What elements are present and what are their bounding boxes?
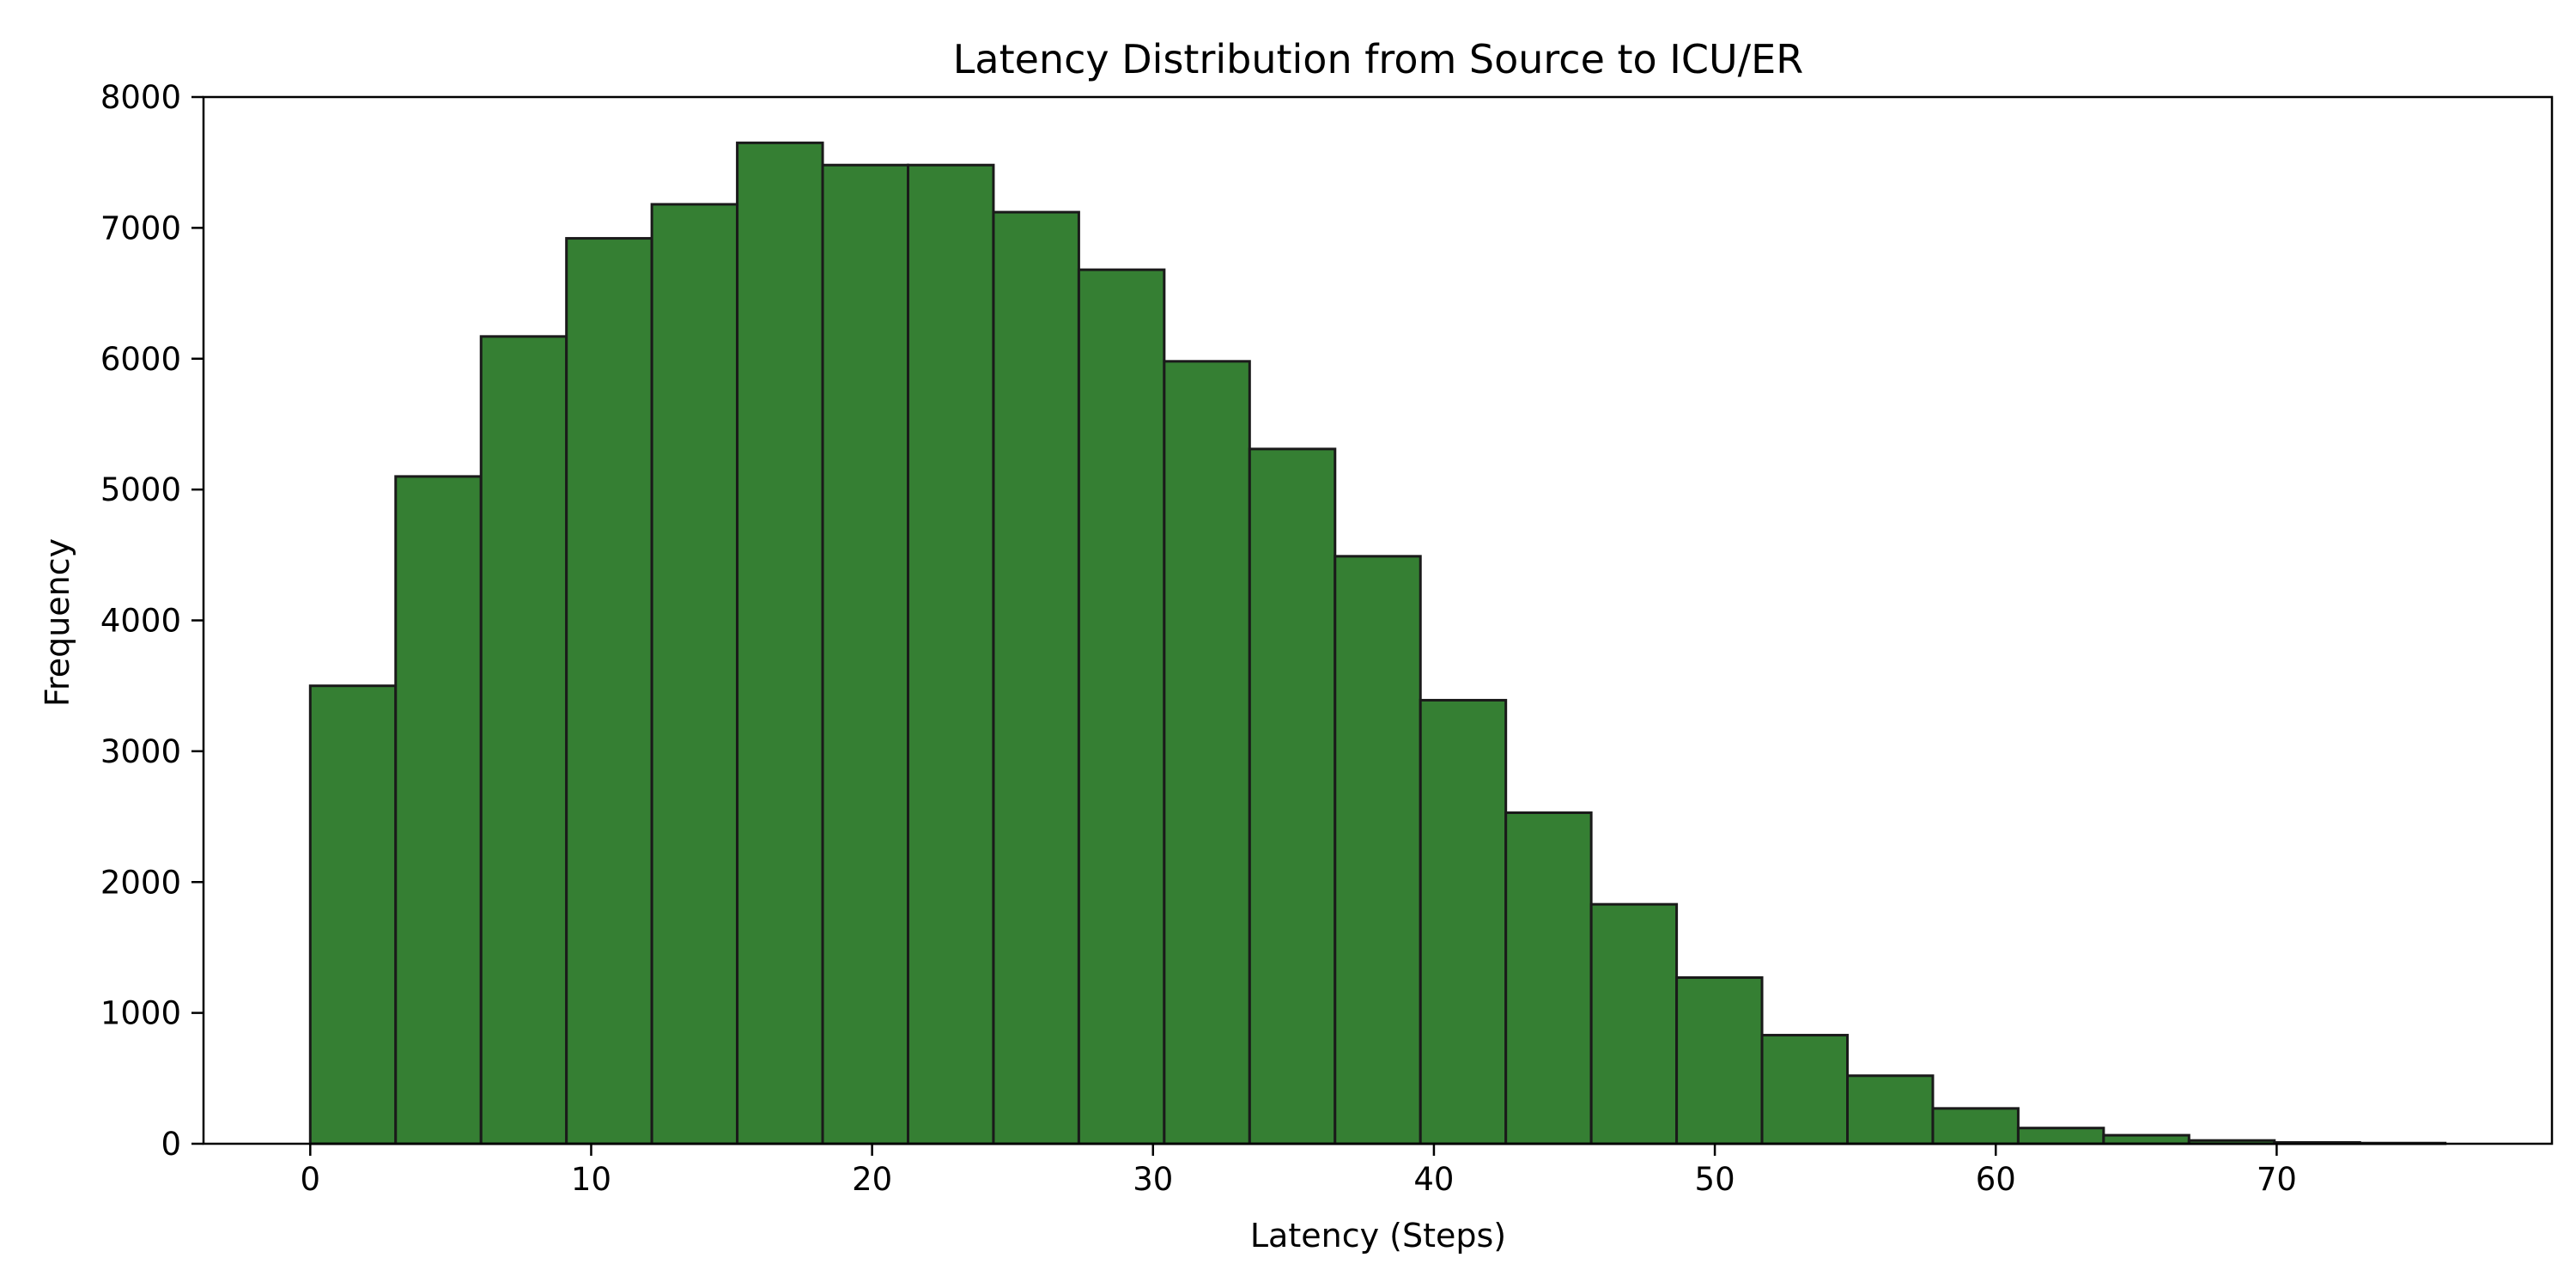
y-tick-label: 5000	[100, 471, 181, 508]
y-axis: 0 1000 2000 3000 4000 5000 6000 7000 8000	[100, 79, 204, 1163]
histogram-bar	[1419, 698, 1508, 1145]
histogram-bar	[1163, 360, 1251, 1145]
x-tick-label: 70	[2257, 1161, 2297, 1198]
histogram-bar	[1675, 975, 1764, 1145]
y-tick-label: 7000	[100, 210, 181, 246]
histogram-bar	[1077, 268, 1166, 1145]
x-tick-label: 0	[301, 1161, 321, 1198]
y-tick-label: 4000	[100, 603, 181, 640]
x-tick-label: 20	[852, 1161, 892, 1198]
y-tick-label: 3000	[100, 733, 181, 770]
histogram-bar	[479, 335, 568, 1145]
histogram-bar	[565, 237, 653, 1145]
histogram-bar	[1504, 811, 1593, 1145]
histogram-bar	[394, 475, 483, 1145]
chart-title: Latency Distribution from Source to ICU/…	[953, 36, 1803, 82]
x-tick-label: 40	[1413, 1161, 1454, 1198]
y-tick-label: 1000	[100, 995, 181, 1032]
x-tick-label: 10	[571, 1161, 611, 1198]
histogram-bar	[736, 141, 824, 1145]
x-tick-label: 60	[1976, 1161, 2016, 1198]
histogram-bar	[1589, 902, 1679, 1145]
y-tick-label: 6000	[100, 341, 181, 378]
x-axis-label: Latency (Steps)	[1250, 1217, 1506, 1255]
x-tick-label: 30	[1133, 1161, 1173, 1198]
histogram-bar	[821, 163, 910, 1145]
y-axis-label: Frequency	[39, 538, 76, 707]
histogram-bar	[308, 684, 398, 1145]
plot-frame	[202, 95, 2554, 1145]
histogram-bar	[1931, 1107, 2020, 1145]
histogram-bar	[1248, 447, 1337, 1145]
y-tick-label: 2000	[100, 864, 181, 901]
y-tick-label: 8000	[100, 79, 181, 116]
histogram-bar	[907, 163, 995, 1145]
y-tick-label: 0	[161, 1126, 181, 1163]
histogram-bars	[308, 141, 2447, 1145]
histogram-bar	[2102, 1133, 2190, 1145]
histogram-bar	[650, 203, 739, 1145]
histogram-bar	[1334, 555, 1422, 1145]
histogram-bar	[1846, 1074, 1935, 1145]
x-axis: 0 10 20 30 40 50 60 70	[301, 1144, 2297, 1198]
histogram-bar	[992, 210, 1080, 1145]
histogram-bar	[1760, 1034, 1849, 1145]
histogram-bar	[2016, 1127, 2105, 1145]
x-tick-label: 50	[1695, 1161, 1735, 1198]
